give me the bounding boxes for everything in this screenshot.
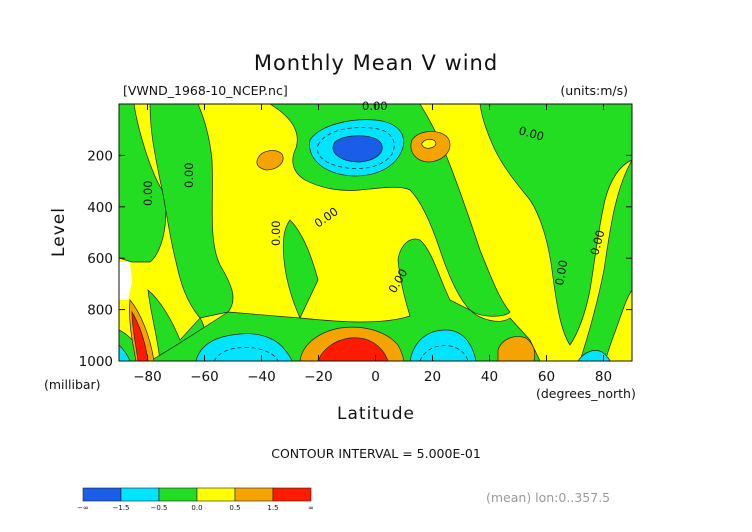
x-tick-label: −20 — [304, 369, 333, 385]
contour-dashed-upper — [317, 127, 395, 169]
colorbar-swatch — [196, 487, 236, 502]
y-tick-label: 600 — [87, 251, 113, 267]
missing-data-area — [119, 262, 132, 300]
contour-dashed-south-low — [213, 347, 279, 361]
region-red-low — [317, 337, 389, 361]
colorbar-label: −0.5 — [151, 504, 168, 512]
x-tick-label: −40 — [247, 369, 276, 385]
y-tick-label: 400 — [87, 200, 113, 216]
colorbar-label: −∞ — [77, 504, 89, 512]
colorbar-label: ∞ — [308, 504, 314, 512]
contour-label: 0.00 — [182, 162, 196, 188]
region-orange-south-upper — [256, 150, 284, 171]
contour-label: 0.00 — [552, 259, 570, 287]
contour-dashed-tropics-low — [419, 345, 469, 361]
x-axis-unit: (degrees_north) — [536, 386, 636, 401]
positive-regions — [129, 131, 536, 361]
region-cyan-south-edge — [119, 344, 131, 361]
contour-label: 0.00 — [141, 180, 155, 206]
y-axis-label: Level — [49, 207, 69, 257]
colorbar-label: 1.5 — [267, 504, 278, 512]
contour-label: 0.00 — [517, 123, 545, 143]
contour-label: 0.00 — [362, 99, 388, 113]
file-label: [VWND_1968-10_NCEP.nc] — [123, 83, 288, 98]
y-axis: 200 400 600 800 1000 — [79, 148, 632, 370]
chart-title: Monthly Mean V wind — [254, 51, 498, 75]
x-tick-label: 60 — [538, 369, 555, 385]
region-green-centre-column — [282, 219, 319, 319]
units-label: (units:m/s) — [560, 83, 628, 98]
region-green-north-edge — [579, 159, 632, 361]
contour-label: 0.00 — [269, 220, 283, 246]
region-orange-north-low — [497, 336, 536, 361]
footer-note: (mean) lon:0..357.5 — [486, 490, 610, 505]
region-green-north-column — [479, 104, 632, 346]
colorbar-swatch — [120, 487, 160, 502]
region-cyan-north-low — [577, 350, 611, 361]
x-tick-label: 80 — [595, 369, 612, 385]
colorbar-swatch — [272, 487, 312, 502]
x-tick-label: −80 — [133, 369, 162, 385]
colorbar-swatch — [158, 487, 198, 502]
y-tick-label: 800 — [87, 303, 113, 319]
negative-contours — [213, 127, 469, 361]
x-axis: −80 −60 −40 −20 0 20 40 60 80 — [133, 104, 612, 385]
colorbar-label: 0.0 — [191, 504, 202, 512]
plot-area — [119, 104, 632, 361]
region-blue-upper — [332, 135, 383, 163]
x-tick-label: 40 — [481, 369, 498, 385]
region-red-south-edge — [131, 310, 149, 361]
y-axis-unit: (millibar) — [44, 377, 101, 392]
x-tick-label: 0 — [371, 369, 380, 385]
contour-interval: CONTOUR INTERVAL = 5.000E-01 — [271, 446, 481, 461]
y-tick-label: 1000 — [79, 354, 113, 370]
contour-label: 0.00 — [587, 228, 607, 256]
colorbar-swatch — [82, 487, 122, 502]
x-axis-label: Latitude — [337, 404, 415, 424]
colorbar-swatch — [234, 487, 274, 502]
colorbar-label: −1.5 — [113, 504, 130, 512]
colorbar: −∞ −1.5 −0.5 0.0 0.5 1.5 ∞ — [77, 487, 314, 512]
y-tick-label: 200 — [87, 148, 113, 164]
region-red-north-upper-core — [421, 138, 437, 149]
x-tick-label: 20 — [424, 369, 441, 385]
colorbar-label: 0.5 — [229, 504, 240, 512]
x-tick-label: −60 — [190, 369, 219, 385]
